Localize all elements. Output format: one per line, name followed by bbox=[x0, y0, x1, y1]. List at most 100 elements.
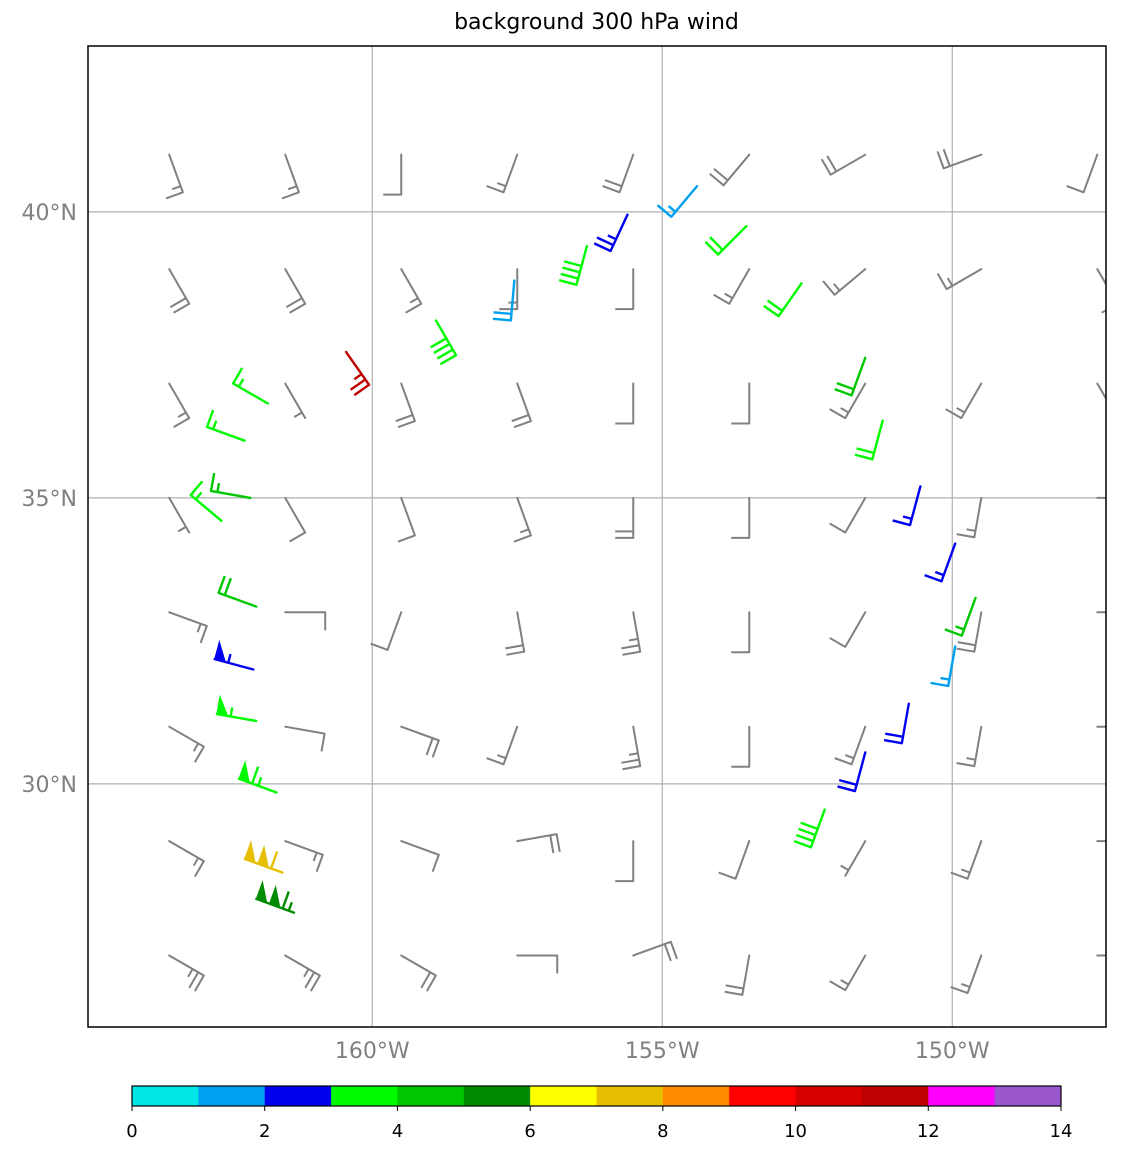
wind-barb bbox=[829, 382, 867, 420]
colorbar-segment bbox=[861, 1086, 929, 1106]
wind-barb bbox=[837, 751, 867, 793]
wind-barb bbox=[284, 725, 326, 752]
colorbar-segment bbox=[662, 1086, 730, 1106]
colorbar-segment bbox=[530, 1086, 597, 1106]
colorbar-tick-label: 10 bbox=[784, 1121, 807, 1142]
colorbar-segment bbox=[198, 1086, 266, 1106]
wind-barb bbox=[892, 485, 922, 527]
wind-barb bbox=[615, 268, 635, 311]
wind-barb bbox=[718, 840, 751, 880]
axis-labels: 160°W 155°W 150°W 30°N 35°N 40°N bbox=[22, 201, 990, 1064]
colorbar-segment bbox=[596, 1086, 664, 1106]
wind-barb bbox=[956, 496, 983, 539]
colorbar-frame bbox=[131, 1085, 1062, 1107]
wind-barb bbox=[854, 419, 884, 461]
wind-barb bbox=[255, 880, 296, 914]
wind-barb bbox=[237, 760, 278, 794]
wind-barb bbox=[950, 840, 983, 880]
wind-barb bbox=[430, 319, 458, 366]
wind-barb bbox=[1096, 382, 1106, 417]
wind-barb bbox=[400, 954, 437, 992]
colorbar-tick-label: 0 bbox=[126, 1121, 137, 1142]
lat-label: 30°N bbox=[22, 773, 77, 798]
colorbar-tick-label: 12 bbox=[917, 1121, 940, 1142]
wind-barb bbox=[1096, 840, 1106, 843]
wind-barb bbox=[395, 382, 416, 429]
wind-barb bbox=[505, 611, 526, 656]
colorbar-segment bbox=[331, 1086, 398, 1106]
wind-barb bbox=[168, 725, 205, 763]
wind-barb bbox=[168, 611, 208, 644]
wind-barb bbox=[829, 611, 867, 648]
wind-barb bbox=[243, 840, 284, 874]
wind-barb bbox=[558, 245, 589, 287]
wind-barb bbox=[924, 542, 957, 583]
wind-barb bbox=[168, 954, 205, 992]
colorbar-segment bbox=[994, 1086, 1062, 1106]
colorbar-segment bbox=[132, 1086, 199, 1106]
wind-barb bbox=[209, 473, 252, 500]
wind-barb bbox=[709, 153, 751, 187]
wind-barb bbox=[602, 153, 635, 194]
wind-barb bbox=[284, 496, 307, 543]
wind-barb bbox=[383, 153, 403, 196]
colorbar-tick-label: 6 bbox=[524, 1121, 535, 1142]
colorbar: 0 2 4 6 8 10 12 14 bbox=[126, 1085, 1073, 1142]
colorbar-tick-label: 14 bbox=[1050, 1121, 1073, 1142]
wind-barb bbox=[400, 725, 440, 758]
wind-barb bbox=[615, 382, 635, 425]
wind-barb bbox=[284, 268, 307, 314]
colorbar-tick-label: 8 bbox=[657, 1121, 668, 1142]
plot-title: background 300 hPa wind bbox=[454, 10, 739, 35]
wind-barb bbox=[284, 840, 324, 873]
wind-barb bbox=[713, 268, 751, 305]
wind-barb bbox=[168, 382, 191, 428]
wind-barb bbox=[930, 645, 957, 688]
wind-barb bbox=[165, 153, 184, 200]
wind-barb bbox=[936, 148, 983, 170]
wind-barb bbox=[731, 725, 751, 768]
wind-barb bbox=[956, 611, 983, 653]
wind-barb bbox=[344, 350, 371, 397]
lat-label: 40°N bbox=[22, 201, 77, 226]
wind-barb bbox=[936, 268, 983, 291]
wind-barb bbox=[731, 496, 751, 539]
colorbar-segment bbox=[264, 1086, 332, 1106]
wind-barb bbox=[284, 954, 321, 992]
wind-barb bbox=[1096, 954, 1106, 957]
wind-barb bbox=[834, 356, 867, 397]
wind-barb bbox=[840, 840, 867, 877]
lat-label: 35°N bbox=[22, 487, 77, 512]
colorbar-segment bbox=[795, 1086, 863, 1106]
wind-barb bbox=[189, 480, 223, 522]
wind-barb bbox=[400, 840, 440, 873]
wind-barb bbox=[217, 575, 258, 608]
lon-label: 155°W bbox=[625, 1039, 700, 1064]
wind-barb bbox=[731, 382, 751, 425]
wind-barb bbox=[492, 279, 516, 322]
wind-barb bbox=[883, 702, 910, 745]
wind-barb bbox=[834, 725, 867, 766]
wind-barb bbox=[284, 382, 307, 420]
wind-barb bbox=[281, 153, 300, 200]
wind-barb bbox=[1096, 611, 1106, 614]
wind-barb bbox=[1096, 725, 1106, 728]
wind-barb bbox=[213, 639, 255, 671]
wind-barb bbox=[516, 954, 559, 974]
wind-barb bbox=[284, 611, 327, 631]
lon-label: 150°W bbox=[915, 1039, 990, 1064]
wind-barb bbox=[168, 496, 191, 534]
wind-barb bbox=[1066, 153, 1099, 194]
gridlines bbox=[88, 46, 1106, 1027]
wind-barb bbox=[944, 596, 977, 637]
wind-barb bbox=[632, 940, 678, 962]
colorbar-segment bbox=[928, 1086, 996, 1106]
wind-barb bbox=[215, 694, 258, 723]
wind-barb bbox=[956, 725, 983, 768]
wind-barb bbox=[793, 808, 826, 849]
wind-barb bbox=[486, 725, 519, 766]
wind-barb bbox=[724, 954, 751, 996]
wind-barb bbox=[829, 954, 867, 992]
wind-barb bbox=[168, 840, 205, 878]
